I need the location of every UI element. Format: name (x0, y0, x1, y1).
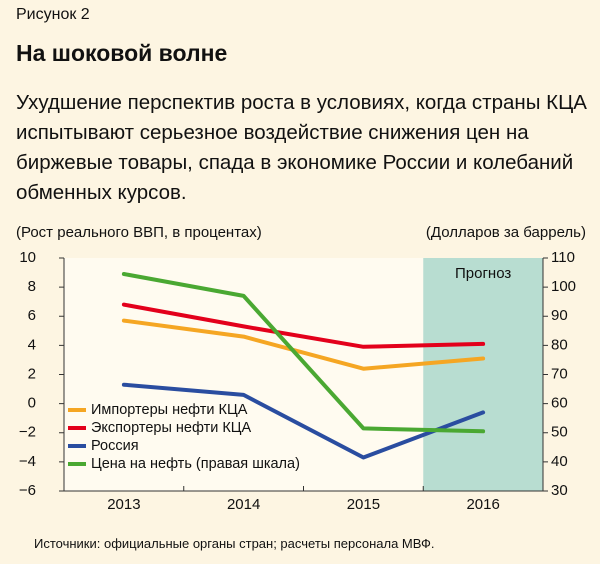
right-tick-label: 110 (551, 249, 575, 266)
left-tick-label: 6 (28, 307, 36, 324)
legend-label: Россия (91, 438, 139, 454)
source-note: Источники: официальные органы стран; рас… (34, 536, 435, 551)
left-tick-label: 2 (28, 365, 36, 382)
left-tick-label: −6 (19, 482, 36, 499)
right-tick-label: 100 (551, 278, 576, 295)
left-tick-label: 10 (19, 249, 36, 266)
left-tick-label: −4 (19, 453, 36, 470)
series-line (121, 272, 486, 434)
right-tick-label: 90 (551, 307, 568, 324)
right-tick-label: 70 (551, 365, 568, 382)
x-tick-label: 2014 (227, 496, 260, 513)
x-tick-label: 2016 (466, 496, 499, 513)
right-axis-label: (Долларов за баррель) (425, 224, 586, 241)
series-line (121, 302, 486, 349)
series-line (121, 318, 486, 371)
legend-label: Цена на нефть (правая шкала) (91, 456, 300, 472)
forecast-region (423, 258, 543, 491)
left-tick-label: 4 (28, 336, 36, 353)
x-tick-label: 2015 (347, 496, 380, 513)
series-line (121, 382, 486, 460)
left-axis-label: (Рост реального ВВП, в процентах) (16, 224, 262, 241)
right-tick-label: 80 (551, 336, 568, 353)
legend-label: Экспортеры нефти КЦА (91, 420, 252, 436)
right-tick-label: 30 (551, 482, 568, 499)
right-tick-label: 40 (551, 453, 568, 470)
left-tick-label: −2 (19, 424, 36, 441)
right-tick-label: 50 (551, 424, 568, 441)
x-tick-label: 2013 (107, 496, 140, 513)
chart-title: На шоковой волне (16, 40, 228, 66)
right-tick-label: 60 (551, 395, 568, 412)
forecast-label: Прогноз (455, 265, 511, 282)
left-tick-label: 0 (28, 395, 36, 412)
legend-label: Импортеры нефти КЦА (91, 402, 248, 418)
figure-label: Рисунок 2 (16, 6, 90, 23)
left-tick-label: 8 (28, 278, 36, 295)
chart-subtitle: Ухудшение перспектив роста в условиях, к… (16, 91, 587, 204)
